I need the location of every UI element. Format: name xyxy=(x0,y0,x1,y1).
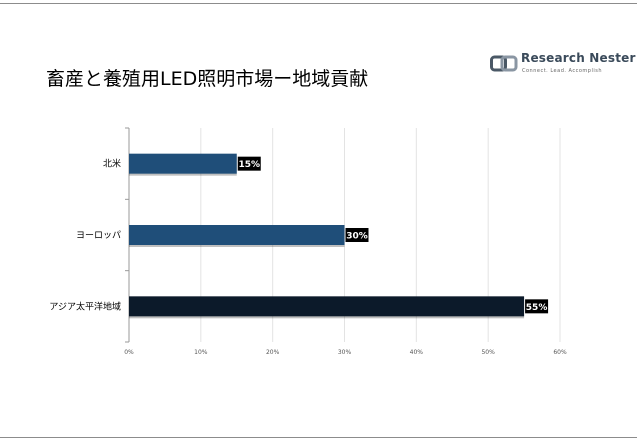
data-label-box xyxy=(345,228,369,242)
data-label: 55% xyxy=(526,303,548,313)
logo-name: Research Nester xyxy=(521,51,636,65)
bar xyxy=(129,225,345,245)
logo-tagline: Connect. Lead. Accomplish xyxy=(522,68,603,74)
category-label: アジア太平洋地域 xyxy=(49,300,121,312)
logo-icon xyxy=(490,55,518,72)
data-label-box xyxy=(525,299,549,314)
top-rule xyxy=(0,3,637,4)
bar xyxy=(129,153,237,174)
x-tick-label: 20% xyxy=(266,349,280,356)
x-tick-label: 40% xyxy=(410,349,424,356)
chart-title: 畜産と養殖用LED照明市場ー地域貢献 xyxy=(46,68,369,90)
bar xyxy=(129,296,525,317)
category-label: ヨーロッパ xyxy=(76,230,121,241)
bottom-rule xyxy=(0,437,637,438)
category-label: 北米 xyxy=(103,158,121,170)
x-tick-label: 0% xyxy=(124,349,134,356)
data-label: 30% xyxy=(346,232,368,242)
x-tick-label: 50% xyxy=(481,349,495,356)
data-label: 15% xyxy=(238,160,260,170)
x-tick-label: 30% xyxy=(338,349,352,356)
data-label-box xyxy=(237,156,261,171)
x-tick-label: 60% xyxy=(553,349,567,356)
x-tick-label: 10% xyxy=(194,349,208,356)
